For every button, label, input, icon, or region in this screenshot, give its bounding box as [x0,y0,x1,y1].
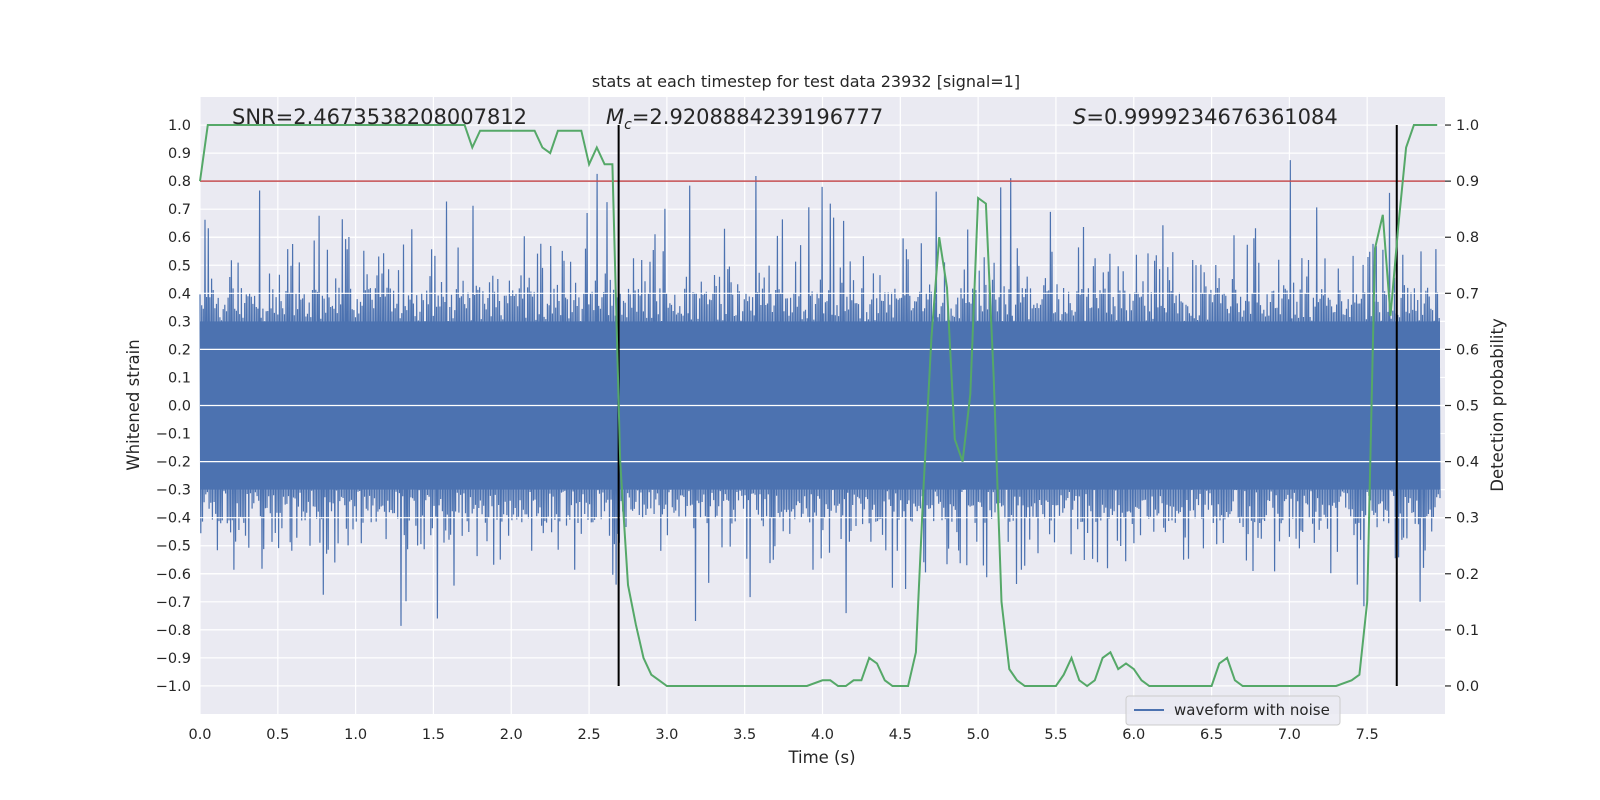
y-axis-ticks: 1.0 0.9 0.8 0.7 0.6 0.5 0.4 0.3 0.2 0.1 0.0 −0.1 −0.… [156,118,191,695]
x-axis-ticks: 0.0 0.5 1.0 1.5 2.0 2.5 3.0 3.5 4.0 4.5 5.0 5.5 6.0 6… [188,727,1378,743]
y2-tick-label: 0.4 [1456,455,1479,471]
y2-tick-label: 0.6 [1456,342,1479,358]
x-tick-label: 2.0 [500,727,523,743]
chirp-mass-value: =2.9208884239196777 [632,105,883,129]
y-tick-label: −0.2 [156,455,191,471]
y-tick-label: 1.0 [168,118,191,134]
detection-probability-line [199,124,1438,688]
legend-label: waveform with noise [1174,701,1330,719]
y-tick-label: 0.2 [168,342,191,358]
y-tick-label: −1.0 [156,679,191,695]
y-tick-label: −0.9 [156,651,191,667]
x-tick-label: 7.5 [1356,727,1379,743]
x-tick-label: 5.5 [1044,727,1067,743]
y2-tick-label: 0.8 [1456,230,1479,246]
x-axis-label: Time (s) [787,748,855,767]
y-tick-label: 0.6 [168,230,191,246]
x-tick-label: 0.5 [266,727,289,743]
y2-tick-label: 1.0 [1456,118,1479,134]
y-tick-label: −0.3 [156,483,191,499]
y2-tick-label: 0.7 [1456,286,1479,302]
y2-tick-label: 0.9 [1456,174,1479,190]
x-tick-label: 4.5 [889,727,912,743]
snr-annotation: SNR=2.4673538208007812 [232,105,527,129]
x-tick-label: 7.0 [1278,727,1301,743]
x-tick-label: 6.0 [1122,727,1145,743]
x-tick-label: 0.0 [188,727,211,743]
y2-axis-label: Detection probability [1488,318,1507,492]
y-tick-label: −0.1 [156,427,191,443]
y-tick-label: 0.4 [168,286,191,302]
y2-tick-label: 0.0 [1456,679,1479,695]
y-tick-label: 0.9 [168,146,191,162]
chirp-mass-symbol: M [606,105,624,129]
y-tick-label: 0.5 [168,258,191,274]
y-tick-label: −0.4 [156,511,191,527]
x-tick-label: 1.0 [344,727,367,743]
statistic-value: =0.9999234676361084 [1086,105,1337,129]
y-tick-label: 0.3 [168,314,191,330]
y2-tick-label: 0.1 [1456,623,1479,639]
y-tick-label: 0.1 [168,370,191,386]
y-tick-label: −0.8 [156,623,191,639]
x-tick-label: 4.0 [811,727,834,743]
x-tick-label: 3.0 [655,727,678,743]
y2-tick-label: 0.2 [1456,567,1479,583]
y-axis-label: Whitened strain [124,339,143,470]
y2-tick-label: 0.3 [1456,511,1479,527]
x-tick-label: 2.5 [578,727,601,743]
y-tick-label: 0.8 [168,174,191,190]
chirp-mass-annotation: Mc=2.9208884239196777 [606,105,883,133]
y2-tick-label: 0.5 [1456,399,1479,415]
y-tick-label: −0.7 [156,595,191,611]
x-tick-label: 5.0 [967,727,990,743]
statistic-symbol: S [1073,105,1086,129]
chart-title: stats at each timestep for test data 239… [592,72,1020,91]
x-tick-label: 3.5 [733,727,756,743]
statistic-annotation: S=0.9999234676361084 [1073,105,1338,129]
y-tick-label: −0.5 [156,539,191,555]
x-tick-label: 6.5 [1200,727,1223,743]
chirp-mass-subscript: c [624,117,632,133]
y2-axis-ticks: 1.0 0.9 0.8 0.7 0.6 0.5 0.4 0.3 0.2 0.1 0.0 [1445,118,1479,695]
waveform-with-noise-series [199,160,1445,626]
y-tick-label: 0.0 [168,399,191,415]
x-tick-label: 1.5 [422,727,445,743]
y-tick-label: −0.6 [156,567,191,583]
legend: waveform with noise [1125,695,1341,726]
y-tick-label: 0.7 [168,202,191,218]
legend-box [1125,695,1341,726]
